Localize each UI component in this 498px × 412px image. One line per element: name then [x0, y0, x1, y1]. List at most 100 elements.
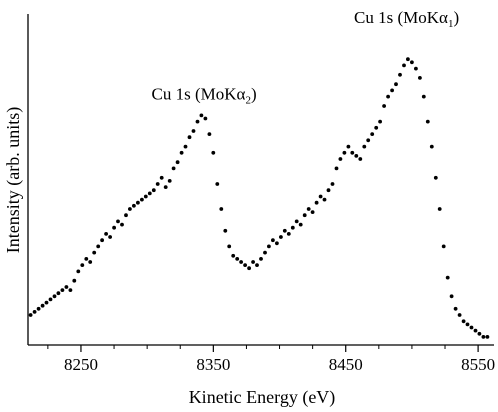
data-point	[286, 232, 291, 236]
data-point	[72, 278, 77, 283]
data-point	[40, 303, 45, 308]
data-point	[259, 257, 263, 261]
data-point	[465, 322, 470, 327]
data-point	[338, 157, 343, 161]
data-point	[386, 94, 390, 99]
data-point	[294, 219, 299, 224]
data-point	[64, 285, 69, 289]
data-point	[461, 319, 466, 324]
data-point	[322, 197, 327, 202]
data-point	[298, 222, 303, 227]
data-point	[127, 207, 132, 211]
data-points	[28, 57, 490, 339]
data-point	[453, 306, 458, 311]
data-point	[354, 154, 359, 158]
peak-label-1: Cu 1s (MoKα2)	[152, 85, 257, 107]
data-point	[275, 241, 279, 246]
data-point	[116, 219, 120, 224]
data-point	[44, 300, 49, 305]
data-point	[120, 222, 124, 227]
data-point	[159, 175, 164, 180]
data-point	[239, 260, 244, 264]
data-point	[195, 119, 200, 124]
data-point	[406, 57, 410, 62]
data-point	[418, 76, 422, 80]
data-point	[394, 82, 398, 87]
data-point	[251, 260, 256, 264]
data-point	[382, 104, 386, 108]
peak-label-2: Cu 1s (MoKα1)	[354, 8, 459, 30]
data-point	[132, 203, 136, 208]
data-point	[481, 335, 486, 339]
data-point	[211, 150, 216, 155]
data-point	[402, 63, 406, 68]
data-point	[92, 250, 97, 255]
data-point	[124, 213, 128, 218]
data-point	[457, 313, 462, 317]
data-point	[247, 266, 252, 271]
data-point	[346, 144, 351, 149]
data-point	[290, 225, 295, 230]
data-point	[473, 328, 478, 333]
x-tick-label-8450: 8450	[329, 355, 363, 374]
data-point	[155, 182, 160, 186]
data-point	[52, 294, 57, 299]
data-point	[219, 207, 224, 211]
data-point	[48, 297, 53, 302]
x-axis-label: Kinetic Energy (eV)	[189, 387, 336, 408]
data-point	[350, 150, 355, 155]
data-point	[358, 157, 363, 161]
data-point	[108, 235, 112, 239]
data-point	[342, 150, 347, 155]
data-point	[255, 263, 259, 267]
data-point	[140, 197, 144, 202]
data-point	[425, 119, 430, 124]
x-tick-label-8550: 8550	[461, 355, 495, 374]
data-point	[445, 275, 450, 280]
data-point	[310, 210, 315, 215]
data-point	[183, 144, 188, 149]
data-point	[326, 188, 331, 193]
data-point	[199, 113, 204, 118]
data-point	[263, 250, 267, 255]
data-point	[449, 294, 454, 299]
data-point	[104, 232, 108, 236]
data-point	[203, 116, 208, 121]
data-point	[32, 310, 37, 314]
data-point	[441, 244, 446, 249]
data-point	[378, 119, 382, 124]
data-point	[100, 238, 104, 243]
data-point	[314, 200, 319, 205]
data-point	[28, 313, 33, 317]
data-point	[433, 175, 438, 180]
data-point	[136, 200, 140, 205]
data-point	[227, 244, 232, 249]
data-point	[231, 253, 236, 258]
data-point	[88, 260, 93, 264]
data-point	[207, 132, 212, 137]
peak-annotations: Cu 1s (MoKα2) Cu 1s (MoKα1)	[152, 8, 460, 107]
data-point	[279, 235, 283, 239]
data-point	[215, 182, 220, 186]
data-point	[175, 160, 180, 165]
data-point	[179, 150, 184, 155]
y-axis-label: Intensity (arb. units)	[3, 107, 24, 253]
data-point	[398, 72, 402, 77]
data-point	[370, 132, 375, 137]
data-point	[485, 335, 490, 339]
data-point	[84, 257, 89, 261]
data-point	[223, 228, 228, 233]
data-point	[36, 306, 41, 311]
data-point	[362, 144, 367, 149]
axes	[27, 14, 494, 346]
data-point	[271, 238, 275, 243]
data-point	[366, 138, 371, 143]
data-point	[330, 182, 335, 186]
data-point	[60, 288, 65, 292]
data-point	[112, 225, 116, 230]
data-point	[414, 66, 418, 71]
data-point	[68, 288, 73, 292]
x-tick-label-8250: 8250	[64, 355, 98, 374]
data-point	[243, 263, 248, 267]
